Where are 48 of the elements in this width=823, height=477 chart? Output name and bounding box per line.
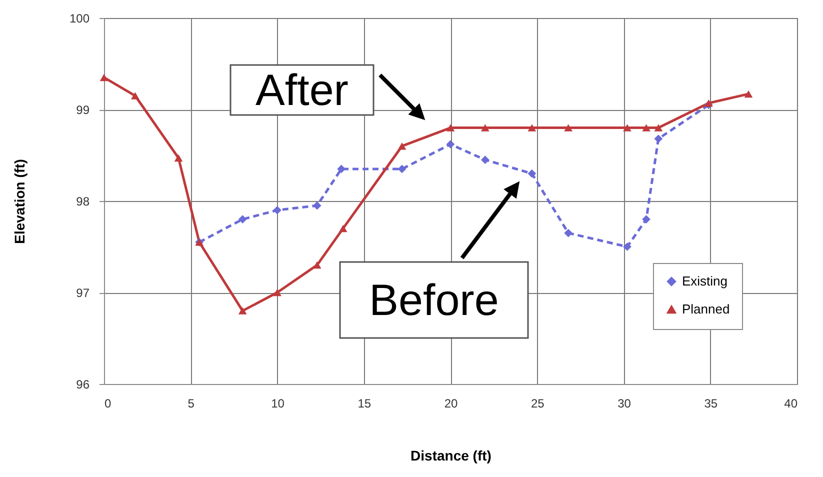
point [273, 206, 282, 214]
point [564, 124, 572, 132]
legend-label: Existing [682, 274, 728, 288]
x-tick-label: 15 [358, 396, 372, 410]
point [480, 124, 490, 132]
y-tick-label: 96 [76, 378, 90, 392]
point [238, 215, 247, 224]
point [528, 169, 536, 178]
x-tick-label: 30 [618, 396, 632, 410]
point [398, 142, 406, 150]
point [312, 261, 322, 269]
x-tick-label: 10 [271, 396, 285, 410]
point [623, 124, 632, 132]
legend-label: Planned [682, 302, 730, 316]
x-tick-label: 5 [188, 396, 195, 410]
point [654, 124, 663, 132]
y-tick-label: 98 [76, 194, 90, 208]
x-axis-title: Distance (ft) [410, 448, 492, 464]
point [654, 134, 663, 143]
point [131, 92, 140, 100]
annotation: After [256, 66, 348, 115]
x-tick-label: 25 [530, 396, 545, 410]
x-tick-label: 20 [444, 396, 458, 410]
x-tick-label: 40 [784, 396, 798, 410]
point [338, 224, 348, 232]
x-tick-label: 35 [704, 396, 718, 410]
x-tick-label: 0 [104, 396, 112, 410]
point [704, 99, 713, 107]
point [623, 242, 632, 251]
y-axis-title: Elevation (ft) [11, 159, 28, 244]
point [174, 154, 183, 162]
y-tick-label: 97 [76, 286, 90, 300]
point [446, 140, 455, 148]
point [312, 201, 322, 210]
point [398, 164, 406, 174]
point [100, 74, 108, 82]
y-tick-label: 100 [69, 12, 90, 26]
point [446, 124, 455, 132]
point [642, 215, 650, 224]
point [480, 156, 490, 164]
point [273, 288, 282, 296]
y-tick-label: 99 [76, 103, 90, 117]
annotation: Before [369, 276, 499, 325]
point [642, 124, 650, 132]
point [744, 90, 753, 98]
point [528, 124, 536, 132]
point [238, 307, 247, 314]
point [564, 228, 572, 238]
